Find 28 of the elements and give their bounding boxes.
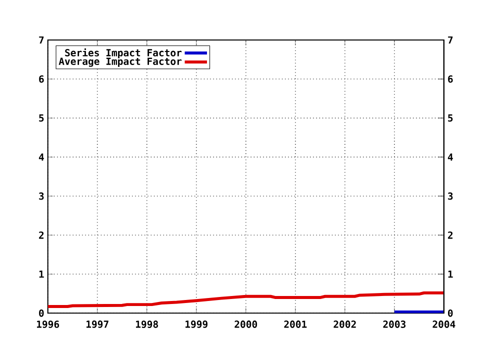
- y-tick-label: 6: [39, 75, 44, 82]
- y2-tick-label: 7: [448, 36, 453, 44]
- x-tick-label: 2000: [234, 320, 258, 328]
- x-tick-label: 2003: [383, 320, 406, 328]
- y2-tick-label: 4: [448, 153, 453, 160]
- x-tick-label: 1999: [186, 320, 208, 328]
- y-tick-label: 7: [39, 36, 44, 44]
- y-tick-label: 1: [39, 270, 44, 278]
- x-tick-label: 2004: [432, 320, 456, 328]
- y2-tick-label: 5: [448, 114, 453, 122]
- x-tick-label: 1997: [86, 320, 108, 328]
- y-tick-label: 3: [39, 192, 44, 200]
- y-tick-label: 0: [39, 309, 44, 317]
- legend-label: Average Impact Factor: [58, 58, 182, 67]
- y2-tick-label: 6: [448, 75, 453, 82]
- line-series: [48, 291, 444, 308]
- x-tick-label: 1998: [136, 320, 158, 328]
- y2-tick-label: 3: [448, 192, 453, 200]
- y2-tick-label: 0: [448, 309, 453, 317]
- x-tick-label: 2001: [284, 320, 307, 328]
- y-tick-label: 4: [38, 153, 44, 160]
- x-tick-label: 1996: [36, 320, 60, 328]
- y-tick-label: 5: [39, 114, 44, 122]
- legend-label: Series Impact Factor: [65, 48, 182, 58]
- y2-tick-label: 1: [448, 270, 453, 278]
- y-tick-label: 2: [39, 231, 44, 239]
- y2-tick-label: 2: [448, 231, 452, 239]
- x-tick-label: 2002: [334, 320, 356, 328]
